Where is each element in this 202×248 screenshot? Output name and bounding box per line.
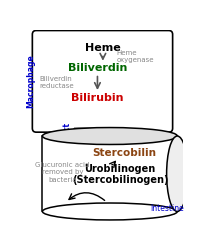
Text: Bilirubin: Bilirubin [71,93,123,102]
Text: Biliverdin: Biliverdin [67,63,126,73]
FancyBboxPatch shape [32,31,172,132]
Ellipse shape [166,136,187,212]
Polygon shape [60,128,122,157]
Ellipse shape [42,127,176,145]
Text: Macrophage: Macrophage [26,55,35,108]
Text: Intestine: Intestine [150,204,183,213]
Text: Biliverdin
reductase: Biliverdin reductase [39,76,74,89]
Text: Heme: Heme [85,43,120,53]
Text: Glucuronic acid
removed by
bacteria: Glucuronic acid removed by bacteria [35,162,89,183]
Text: Urobilinogen
(Stercobilinogen): Urobilinogen (Stercobilinogen) [71,164,167,185]
Text: Stercobilin: Stercobilin [92,148,156,158]
Text: Bile Duct: Bile Duct [63,124,72,162]
Ellipse shape [42,203,176,220]
Bar [42,136,176,212]
Text: Heme
oxygenase: Heme oxygenase [116,50,154,63]
